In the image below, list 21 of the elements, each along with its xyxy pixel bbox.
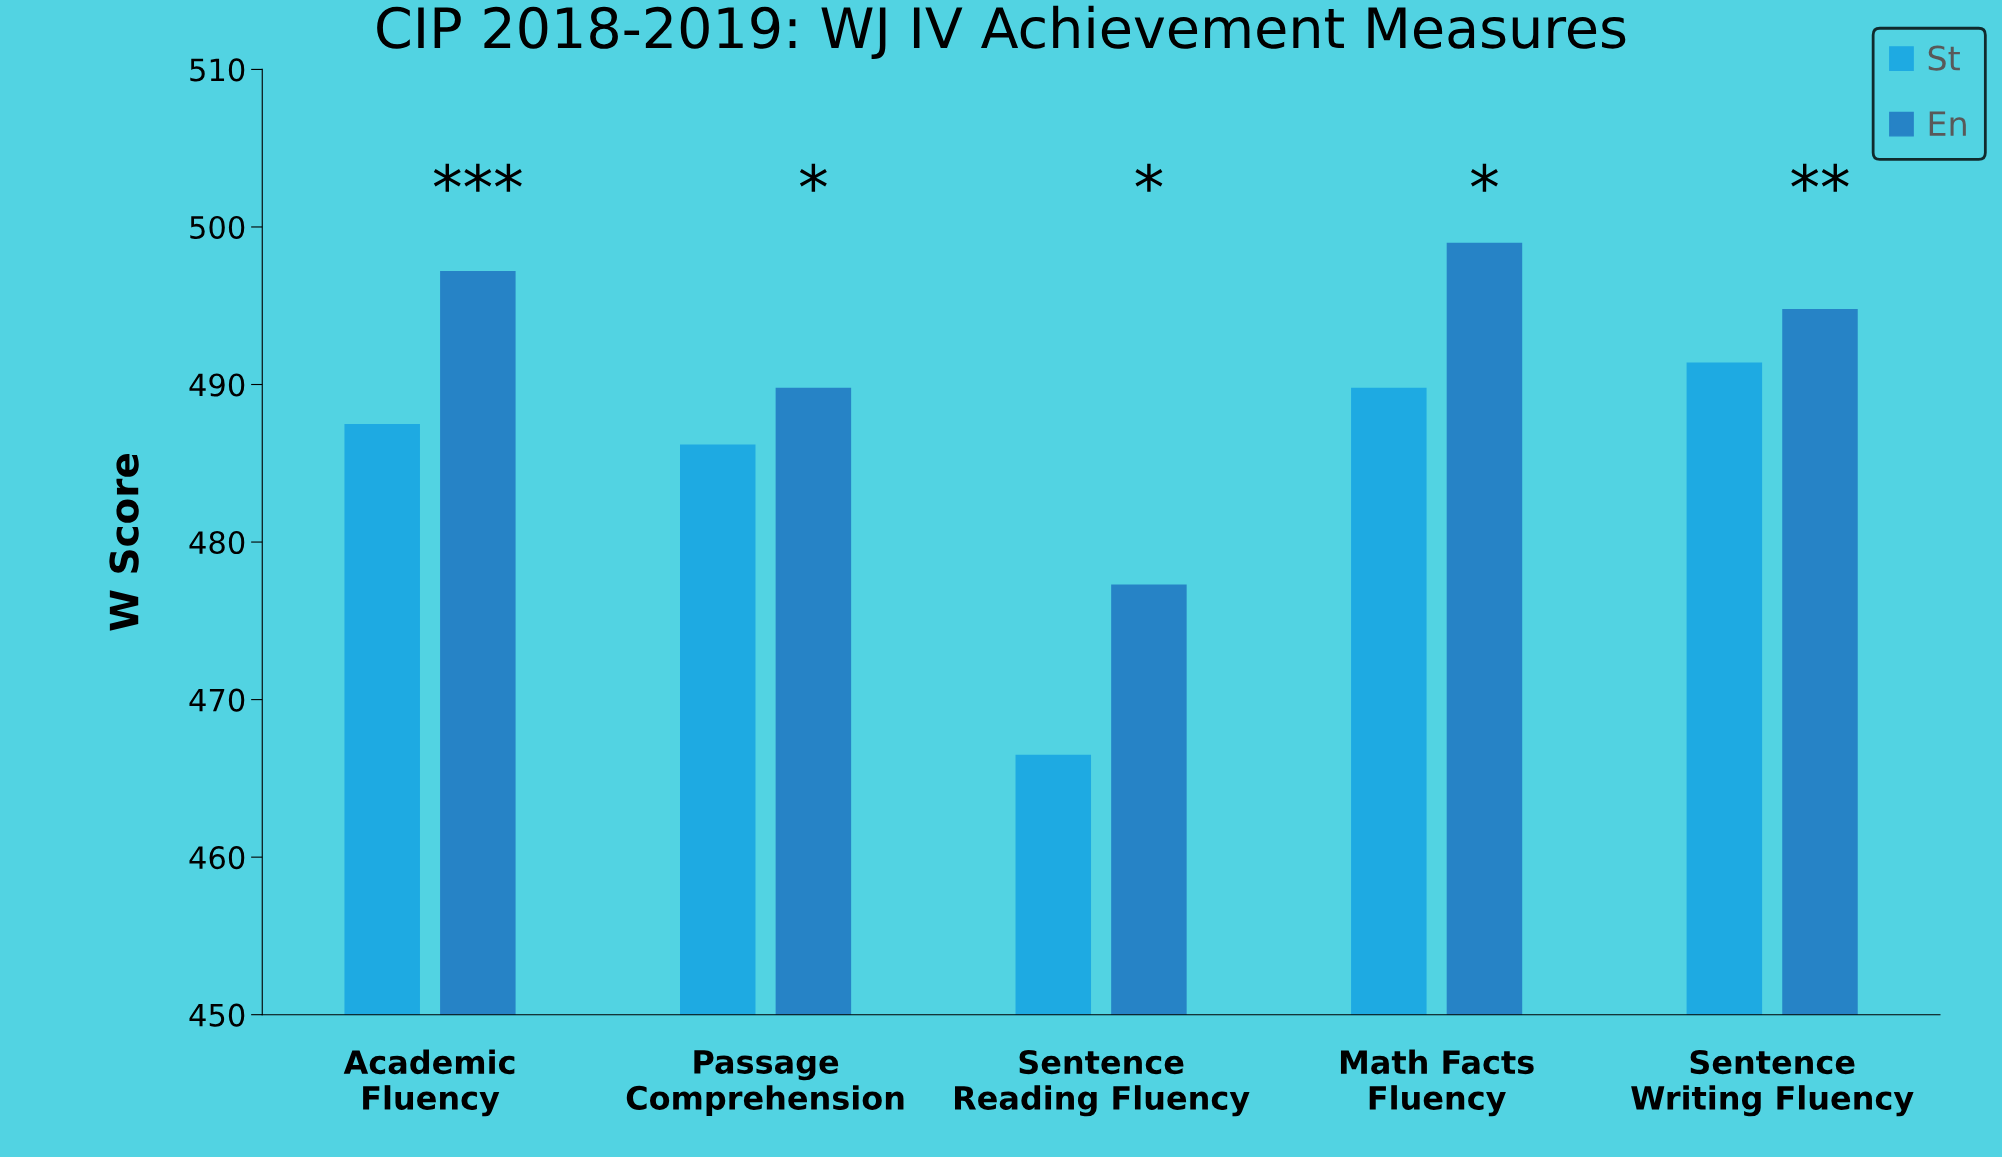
y-axis-title: W Score: [109, 454, 139, 631]
x-tick-label: Sentence Writing Fluency: [1631, 1049, 1914, 1117]
annotation: *: [799, 163, 827, 192]
x-tick-label: Passage Comprehension: [626, 1050, 904, 1117]
x-tick-label: Math Facts Fluency: [1340, 1049, 1534, 1117]
y-tick-label: 460: [189, 846, 245, 870]
legend-label: St: [1928, 45, 1960, 71]
y-tick-label: 480: [189, 530, 245, 555]
y-tick-label: 450: [189, 1003, 245, 1027]
x-tick-label: Sentence Reading Fluency: [955, 1049, 1250, 1117]
y-tick-label: 500: [190, 215, 245, 240]
chart-title: CIP 2018-2019: WJ IV Achievement Measures: [377, 5, 1626, 60]
x-tick-label: Academic Fluency: [343, 1049, 515, 1117]
annotation: *: [1470, 163, 1498, 192]
annotation: **: [1791, 163, 1849, 192]
annotation: *: [1135, 163, 1163, 192]
legend-label: En: [1929, 111, 1966, 136]
y-tick-label: 490: [189, 373, 245, 397]
y-tick-label: 470: [189, 688, 245, 712]
annotation: ***: [433, 163, 522, 192]
y-tick-label: 510: [190, 58, 245, 82]
